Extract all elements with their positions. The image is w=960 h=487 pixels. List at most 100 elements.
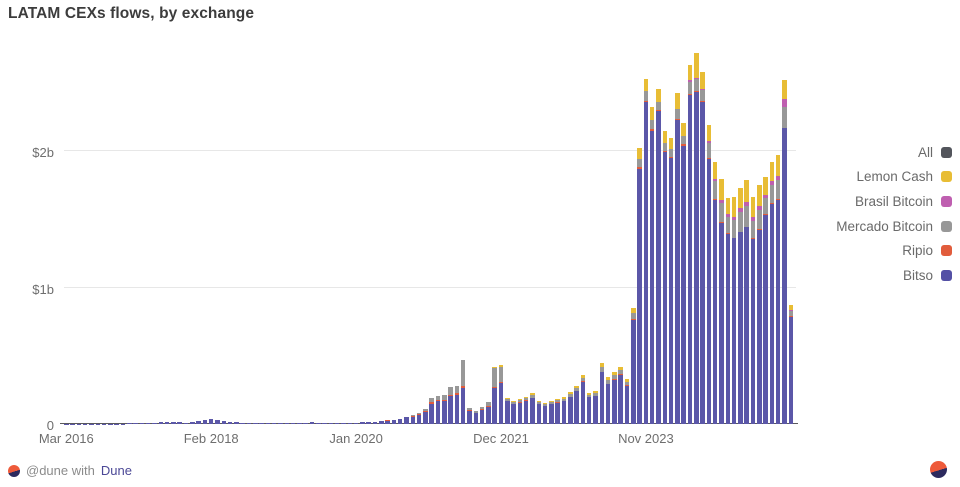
bar[interactable]	[706, 125, 712, 424]
bar[interactable]	[517, 399, 523, 424]
bar[interactable]	[404, 416, 409, 424]
bar[interactable]	[309, 422, 315, 424]
bar[interactable]	[259, 423, 264, 424]
bar[interactable]	[769, 161, 775, 424]
bar[interactable]	[511, 400, 516, 424]
bar[interactable]	[656, 88, 661, 424]
legend-item-ripio[interactable]: Ripio	[836, 238, 952, 263]
bar[interactable]	[416, 413, 422, 424]
bar[interactable]	[297, 422, 302, 424]
bar[interactable]	[624, 379, 630, 424]
bar[interactable]	[360, 422, 365, 424]
bar[interactable]	[202, 420, 208, 424]
bar[interactable]	[505, 397, 510, 424]
bar[interactable]	[555, 398, 560, 424]
bar[interactable]	[618, 366, 623, 424]
bar[interactable]	[322, 422, 327, 424]
bar[interactable]	[668, 137, 674, 424]
bar[interactable]	[574, 385, 579, 424]
bar[interactable]	[284, 423, 290, 424]
bar[interactable]	[278, 423, 283, 424]
bar[interactable]	[605, 377, 611, 424]
bar[interactable]	[221, 421, 227, 424]
bar[interactable]	[190, 421, 195, 424]
bar[interactable]	[246, 422, 252, 424]
bar[interactable]	[353, 422, 359, 424]
bar[interactable]	[498, 365, 504, 424]
bar[interactable]	[599, 362, 605, 424]
bar[interactable]	[215, 419, 220, 424]
bar[interactable]	[687, 65, 693, 424]
bar[interactable]	[662, 130, 668, 424]
legend-item-brasil-bitcoin[interactable]: Brasil Bitcoin	[836, 189, 952, 214]
bar[interactable]	[164, 421, 170, 424]
bar[interactable]	[549, 400, 554, 424]
bar[interactable]	[763, 176, 768, 424]
bar[interactable]	[593, 391, 598, 424]
bar[interactable]	[227, 421, 233, 424]
bar[interactable]	[171, 421, 176, 424]
bar[interactable]	[473, 410, 479, 424]
bar[interactable]	[410, 415, 416, 424]
bar[interactable]	[643, 78, 649, 424]
bar[interactable]	[586, 392, 592, 424]
bar[interactable]	[145, 423, 151, 424]
dune-link[interactable]: Dune	[100, 463, 132, 478]
bar[interactable]	[530, 393, 535, 424]
bar[interactable]	[290, 423, 296, 424]
bar[interactable]	[372, 421, 378, 424]
bar[interactable]	[347, 422, 353, 424]
bar[interactable]	[712, 162, 718, 424]
bar[interactable]	[523, 396, 529, 424]
bar[interactable]	[366, 422, 371, 424]
bar[interactable]	[580, 375, 586, 424]
bar[interactable]	[719, 179, 724, 424]
bar[interactable]	[158, 422, 164, 424]
legend-item-bitso[interactable]: Bitso	[836, 263, 952, 288]
bar[interactable]	[435, 395, 441, 424]
bar[interactable]	[782, 80, 787, 424]
dune-logo-icon-large[interactable]	[930, 461, 947, 478]
bar[interactable]	[177, 422, 182, 424]
bar[interactable]	[316, 422, 321, 424]
legend-item-all[interactable]: All	[836, 140, 952, 165]
bar[interactable]	[681, 122, 686, 424]
bar[interactable]	[234, 422, 239, 424]
bar[interactable]	[442, 394, 447, 424]
bar[interactable]	[196, 421, 201, 424]
bar[interactable]	[568, 391, 573, 424]
bar[interactable]	[448, 387, 453, 424]
bar[interactable]	[738, 187, 743, 424]
bar[interactable]	[788, 305, 794, 424]
bar[interactable]	[467, 407, 472, 424]
bar[interactable]	[152, 422, 157, 424]
legend-item-lemon-cash[interactable]: Lemon Cash	[836, 165, 952, 190]
bar[interactable]	[265, 422, 271, 424]
bar[interactable]	[460, 359, 466, 424]
bar[interactable]	[208, 419, 214, 424]
bar[interactable]	[649, 107, 655, 424]
bar[interactable]	[328, 423, 334, 424]
bar[interactable]	[744, 179, 749, 424]
bar[interactable]	[391, 419, 397, 424]
bar[interactable]	[253, 423, 258, 424]
bar[interactable]	[379, 421, 384, 424]
bar[interactable]	[183, 422, 189, 424]
bar[interactable]	[492, 366, 497, 424]
legend-item-mercado-bitcoin[interactable]: Mercado Bitcoin	[836, 214, 952, 239]
bar[interactable]	[561, 397, 567, 424]
bar[interactable]	[341, 422, 346, 424]
bar[interactable]	[694, 53, 699, 424]
bar[interactable]	[385, 420, 390, 424]
bar[interactable]	[397, 418, 403, 424]
bar[interactable]	[750, 197, 756, 424]
bar[interactable]	[139, 423, 145, 424]
bar[interactable]	[127, 423, 132, 424]
bar[interactable]	[271, 422, 277, 424]
bar[interactable]	[429, 398, 434, 424]
bar[interactable]	[731, 197, 737, 424]
bar[interactable]	[486, 402, 491, 424]
bar[interactable]	[612, 372, 617, 424]
bar[interactable]	[631, 307, 636, 424]
bar[interactable]	[536, 400, 542, 424]
